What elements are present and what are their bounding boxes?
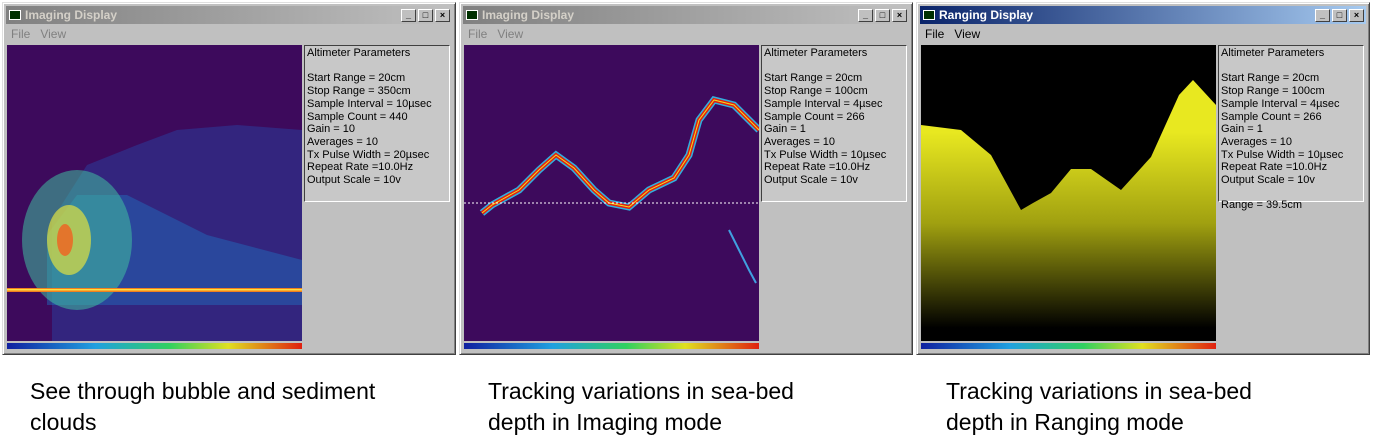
window-icon	[466, 10, 478, 20]
sonar-display	[464, 45, 759, 349]
parameter-line: Repeat Rate =10.0Hz	[764, 161, 871, 174]
caption-line: clouds	[30, 409, 97, 435]
parameter-line: Sample Count = 440	[307, 110, 408, 123]
colorbar	[7, 343, 302, 349]
parameter-line: Gain = 1	[1221, 123, 1263, 136]
spacer	[307, 60, 447, 73]
menu-item[interactable]: File	[925, 27, 945, 41]
sonar-display	[921, 45, 1216, 349]
menu-item[interactable]: View	[497, 27, 524, 41]
parameter-line: Averages = 10	[307, 135, 379, 148]
close-button[interactable]: ×	[892, 8, 907, 22]
parameter-line: Sample Count = 266	[764, 110, 865, 123]
parameter-line: Start Range = 20cm	[1221, 72, 1320, 85]
sonar-display	[7, 45, 302, 349]
caption: Tracking variations in sea-bed depth in R…	[946, 376, 1252, 438]
seabed-return-core	[7, 289, 302, 291]
parameter-line: Averages = 10	[764, 135, 836, 148]
parameter-panel: Altimeter Parameters Start Range = 20cm St…	[304, 45, 450, 202]
seabed-trace-core	[481, 99, 759, 214]
title-bar: Imaging Display _ □ ×	[463, 6, 909, 24]
window-icon	[9, 10, 21, 20]
caption-line: depth in Ranging mode	[946, 409, 1184, 435]
caption-line: See through bubble and sediment	[30, 378, 376, 404]
panel-heading: Altimeter Parameters	[307, 47, 411, 59]
close-button[interactable]: ×	[435, 8, 450, 22]
parameter-line: Tx Pulse Width = 10µsec	[764, 148, 887, 161]
caption: Tracking variations in sea-bed depth in I…	[488, 376, 794, 438]
spacer	[764, 60, 904, 73]
range-readout: Range = 39.5cm	[1221, 199, 1303, 212]
parameter-line: Gain = 10	[307, 123, 356, 136]
secondary-echo	[728, 229, 757, 284]
menu-bar: File View	[11, 27, 66, 41]
colorbar	[921, 343, 1216, 349]
parameter-line: Averages = 10	[1221, 135, 1293, 148]
parameter-line: Output Scale = 10v	[1221, 174, 1315, 187]
title-bar: Imaging Display _ □ ×	[6, 6, 452, 24]
close-button[interactable]: ×	[1349, 8, 1364, 22]
colorbar	[464, 343, 759, 349]
parameter-line: Sample Count = 266	[1221, 110, 1322, 123]
parameter-line: Sample Interval = 4µsec	[764, 97, 883, 110]
parameter-panel: Altimeter Parameters Start Range = 20cm St…	[1218, 45, 1364, 211]
parameter-line: Start Range = 20cm	[764, 72, 863, 85]
caption-line: depth in Imaging mode	[488, 409, 722, 435]
parameter-panel: Altimeter Parameters Start Range = 20cm St…	[761, 45, 907, 202]
bubble-cloud-core	[57, 224, 73, 256]
menu-item[interactable]: File	[468, 27, 488, 41]
caption-line: Tracking variations in sea-bed	[488, 378, 794, 404]
window-title: Imaging Display	[482, 8, 575, 22]
parameter-line: Stop Range = 100cm	[764, 85, 868, 98]
parameter-line: Stop Range = 350cm	[307, 85, 411, 98]
parameter-line: Gain = 1	[764, 123, 806, 136]
spacer	[1221, 187, 1361, 200]
menu-item[interactable]: File	[11, 27, 31, 41]
maximize-button[interactable]: □	[418, 8, 433, 22]
parameter-line: Sample Interval = 4µsec	[1221, 97, 1340, 110]
window: Imaging Display _ □ × File View Altimeter Para…	[2, 2, 456, 355]
caption: See through bubble and sediment clouds	[30, 376, 375, 438]
panel-heading: Altimeter Parameters	[1221, 47, 1325, 59]
minimize-button[interactable]: _	[858, 8, 873, 22]
window-title: Imaging Display	[25, 8, 118, 22]
menu-item[interactable]: View	[954, 27, 981, 41]
maximize-button[interactable]: □	[1332, 8, 1347, 22]
panel-heading: Altimeter Parameters	[764, 47, 868, 59]
parameter-line: Repeat Rate =10.0Hz	[1221, 161, 1328, 174]
window: Imaging Display _ □ × File View Altimeter Para…	[459, 2, 913, 355]
caption-line: Tracking variations in sea-bed	[946, 378, 1252, 404]
parameter-line: Repeat Rate =10.0Hz	[307, 161, 414, 174]
spacer	[1221, 60, 1361, 73]
minimize-button[interactable]: _	[401, 8, 416, 22]
parameter-line: Sample Interval = 10µsec	[307, 97, 432, 110]
parameter-line: Tx Pulse Width = 20µsec	[307, 148, 430, 161]
maximize-button[interactable]: □	[875, 8, 890, 22]
menu-item[interactable]: View	[40, 27, 67, 41]
parameter-line: Tx Pulse Width = 10µsec	[1221, 148, 1344, 161]
minimize-button[interactable]: _	[1315, 8, 1330, 22]
menu-bar: File View	[925, 27, 980, 41]
parameter-line: Stop Range = 100cm	[1221, 85, 1325, 98]
parameter-line: Output Scale = 10v	[764, 174, 858, 187]
menu-bar: File View	[468, 27, 523, 41]
title-bar: Ranging Display _ □ ×	[920, 6, 1366, 24]
parameter-line: Start Range = 20cm	[307, 72, 406, 85]
window-title: Ranging Display	[939, 8, 1034, 22]
window: Ranging Display _ □ × File View Altimeter Para…	[916, 2, 1370, 355]
window-icon	[923, 10, 935, 20]
parameter-line: Output Scale = 10v	[307, 174, 401, 187]
range-profile	[921, 80, 1216, 341]
